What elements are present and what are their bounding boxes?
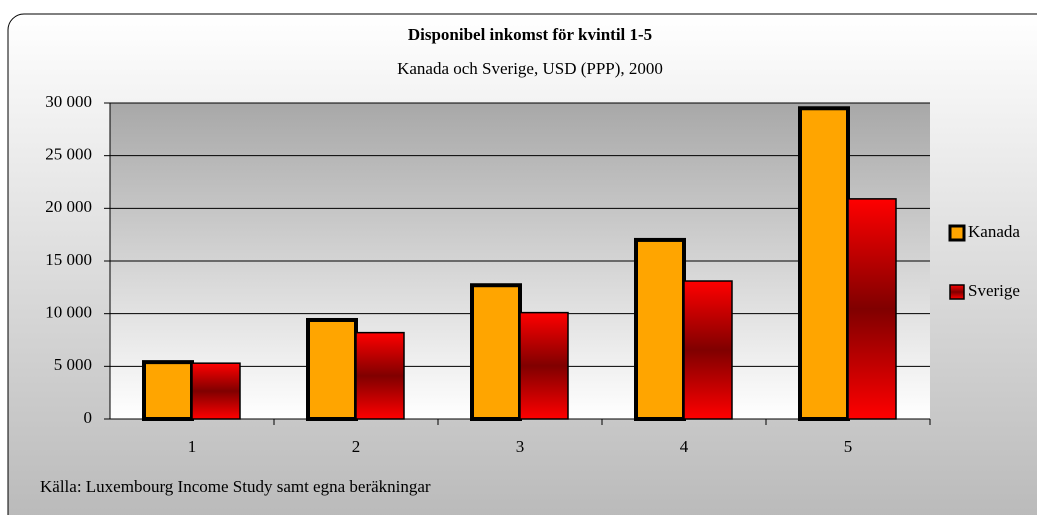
bar xyxy=(798,106,850,422)
y-tick-label: 10 000 xyxy=(45,303,92,322)
bar xyxy=(355,331,405,420)
legend-swatch xyxy=(948,224,966,242)
y-tick-label: 15 000 xyxy=(45,250,92,269)
bar xyxy=(683,280,733,420)
x-tick-label: 4 xyxy=(680,437,689,456)
x-tick-label: 5 xyxy=(844,437,853,456)
y-tick-label: 5 000 xyxy=(54,355,92,374)
y-tick-label: 0 xyxy=(84,408,93,427)
bar xyxy=(519,311,569,420)
bar xyxy=(847,198,897,420)
y-tick-label: 25 000 xyxy=(45,145,92,164)
legend-label: Kanada xyxy=(968,222,1020,241)
y-tick-label: 20 000 xyxy=(45,197,92,216)
bar xyxy=(470,283,522,421)
bar xyxy=(142,360,194,421)
legend-label: Sverige xyxy=(968,281,1020,300)
bar xyxy=(191,362,241,420)
bar xyxy=(634,237,686,421)
bar xyxy=(306,317,358,421)
chart-title: Disponibel inkomst för kvintil 1-5 xyxy=(408,25,652,44)
source-note: Källa: Luxembourg Income Study samt egna… xyxy=(40,477,431,496)
y-tick-label: 30 000 xyxy=(45,92,92,111)
x-tick-label: 2 xyxy=(352,437,361,456)
x-tick-label: 3 xyxy=(516,437,525,456)
legend-swatch xyxy=(949,284,965,300)
chart-subtitle: Kanada och Sverige, USD (PPP), 2000 xyxy=(397,59,663,78)
x-tick-label: 1 xyxy=(188,437,197,456)
